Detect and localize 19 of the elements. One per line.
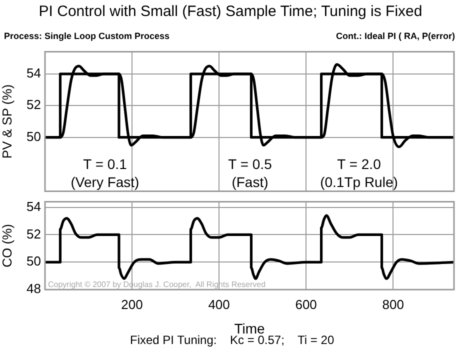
y-tick-label: 48 bbox=[26, 281, 41, 296]
text: Cont.: Ideal PI ( RA, P(error) bbox=[336, 30, 455, 43]
y-tick-label: 54 bbox=[26, 198, 41, 214]
y-tick-label: 50 bbox=[26, 254, 41, 269]
y-tick-label: 54 bbox=[26, 66, 41, 81]
annotation: T = 2.0 (0.1Tp Rule) bbox=[320, 156, 398, 190]
chart-title: PI Control with Small (Fast) Sample Time; Tuning is Fixed bbox=[38, 3, 424, 20]
x-tick-label: 800 bbox=[382, 296, 404, 312]
x-tick-label: 600 bbox=[295, 296, 317, 312]
y-tick-label: 52 bbox=[26, 97, 41, 112]
annotation: T = 0.5 (Fast) bbox=[228, 156, 272, 190]
x-tick-label: 400 bbox=[208, 296, 230, 312]
annotation: T = 0.1 (Very Fast) bbox=[70, 156, 140, 190]
text: Process: Single Loop Custom Process bbox=[4, 30, 170, 43]
y-tick-label: 50 bbox=[26, 128, 41, 144]
y-axis-title: PV & SP (%) bbox=[0, 84, 14, 159]
y-tick-label: 52 bbox=[26, 226, 41, 242]
y-axis-title: CO (%) bbox=[0, 224, 14, 268]
x-tick-label: 200 bbox=[121, 296, 143, 312]
